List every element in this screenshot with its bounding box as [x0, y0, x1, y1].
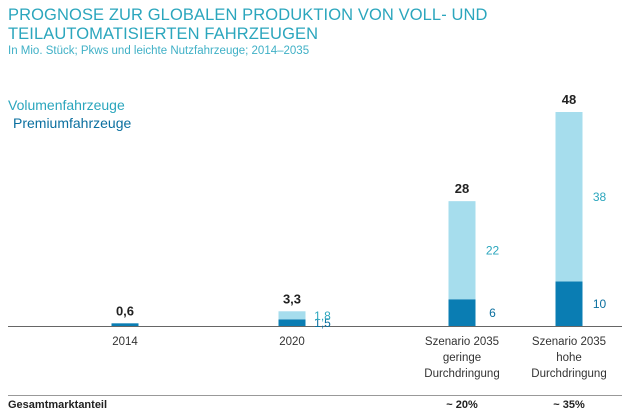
total-label-2020: 3,3 — [283, 291, 301, 306]
bar-premium-2035-high — [555, 281, 583, 326]
bar-chart: 0,6 2014 1,51,8 3,3 2020 6 22 28 Szenario 2035 ge… — [8, 92, 622, 380]
footer-divider — [8, 395, 622, 396]
data-label-volume-2020: 1,8 — [314, 309, 331, 323]
share-2035-low: ~ 20% — [446, 399, 478, 411]
legend-premium: Premiumfahrzeuge — [13, 115, 132, 131]
data-label-volume-2035-low: 22 — [486, 244, 500, 258]
category-label-2014: 2014 — [112, 336, 138, 348]
bar-premium-2014 — [111, 323, 139, 326]
data-label-volume-2035-high: 38 — [593, 190, 607, 204]
footer: Gesamtmarktanteil ~ 20% ~ 35% — [0, 395, 630, 412]
data-label-premium-2035-high: 10 — [593, 297, 607, 311]
bar-premium-2035-low — [448, 299, 476, 326]
legend-volume: Volumenfahrzeuge — [8, 97, 125, 113]
bar-volume-2035-low — [448, 201, 476, 300]
bar-volume-2035-high — [555, 112, 583, 282]
chart-subtitle: In Mio. Stück; Pkws und leichte Nutzfahr… — [8, 45, 310, 57]
footer-label: Gesamtmarktanteil — [8, 399, 108, 411]
total-label-2014: 0,6 — [116, 303, 134, 318]
total-label-2035-high: 48 — [562, 92, 576, 107]
chart-title: PROGNOSE ZUR GLOBALEN PRODUKTION VON VOL… — [8, 6, 488, 43]
bar-volume-2020 — [278, 311, 306, 320]
data-label-premium-2035-low: 6 — [489, 306, 496, 320]
data-label-premium-2020: 1,5 — [314, 316, 331, 330]
category-label-2020: 2020 — [279, 336, 305, 348]
category-label-2035-high: Szenario 2035 hohe Durchdringung — [531, 336, 606, 380]
category-label-2035-low: Szenario 2035 geringe Durchdringung — [424, 336, 499, 380]
bar-premium-2020 — [278, 319, 306, 326]
legend: Volumenfahrzeuge Premiumfahrzeuge — [8, 96, 131, 132]
total-label-2035-low: 28 — [455, 181, 469, 196]
share-2035-high: ~ 35% — [553, 399, 585, 411]
